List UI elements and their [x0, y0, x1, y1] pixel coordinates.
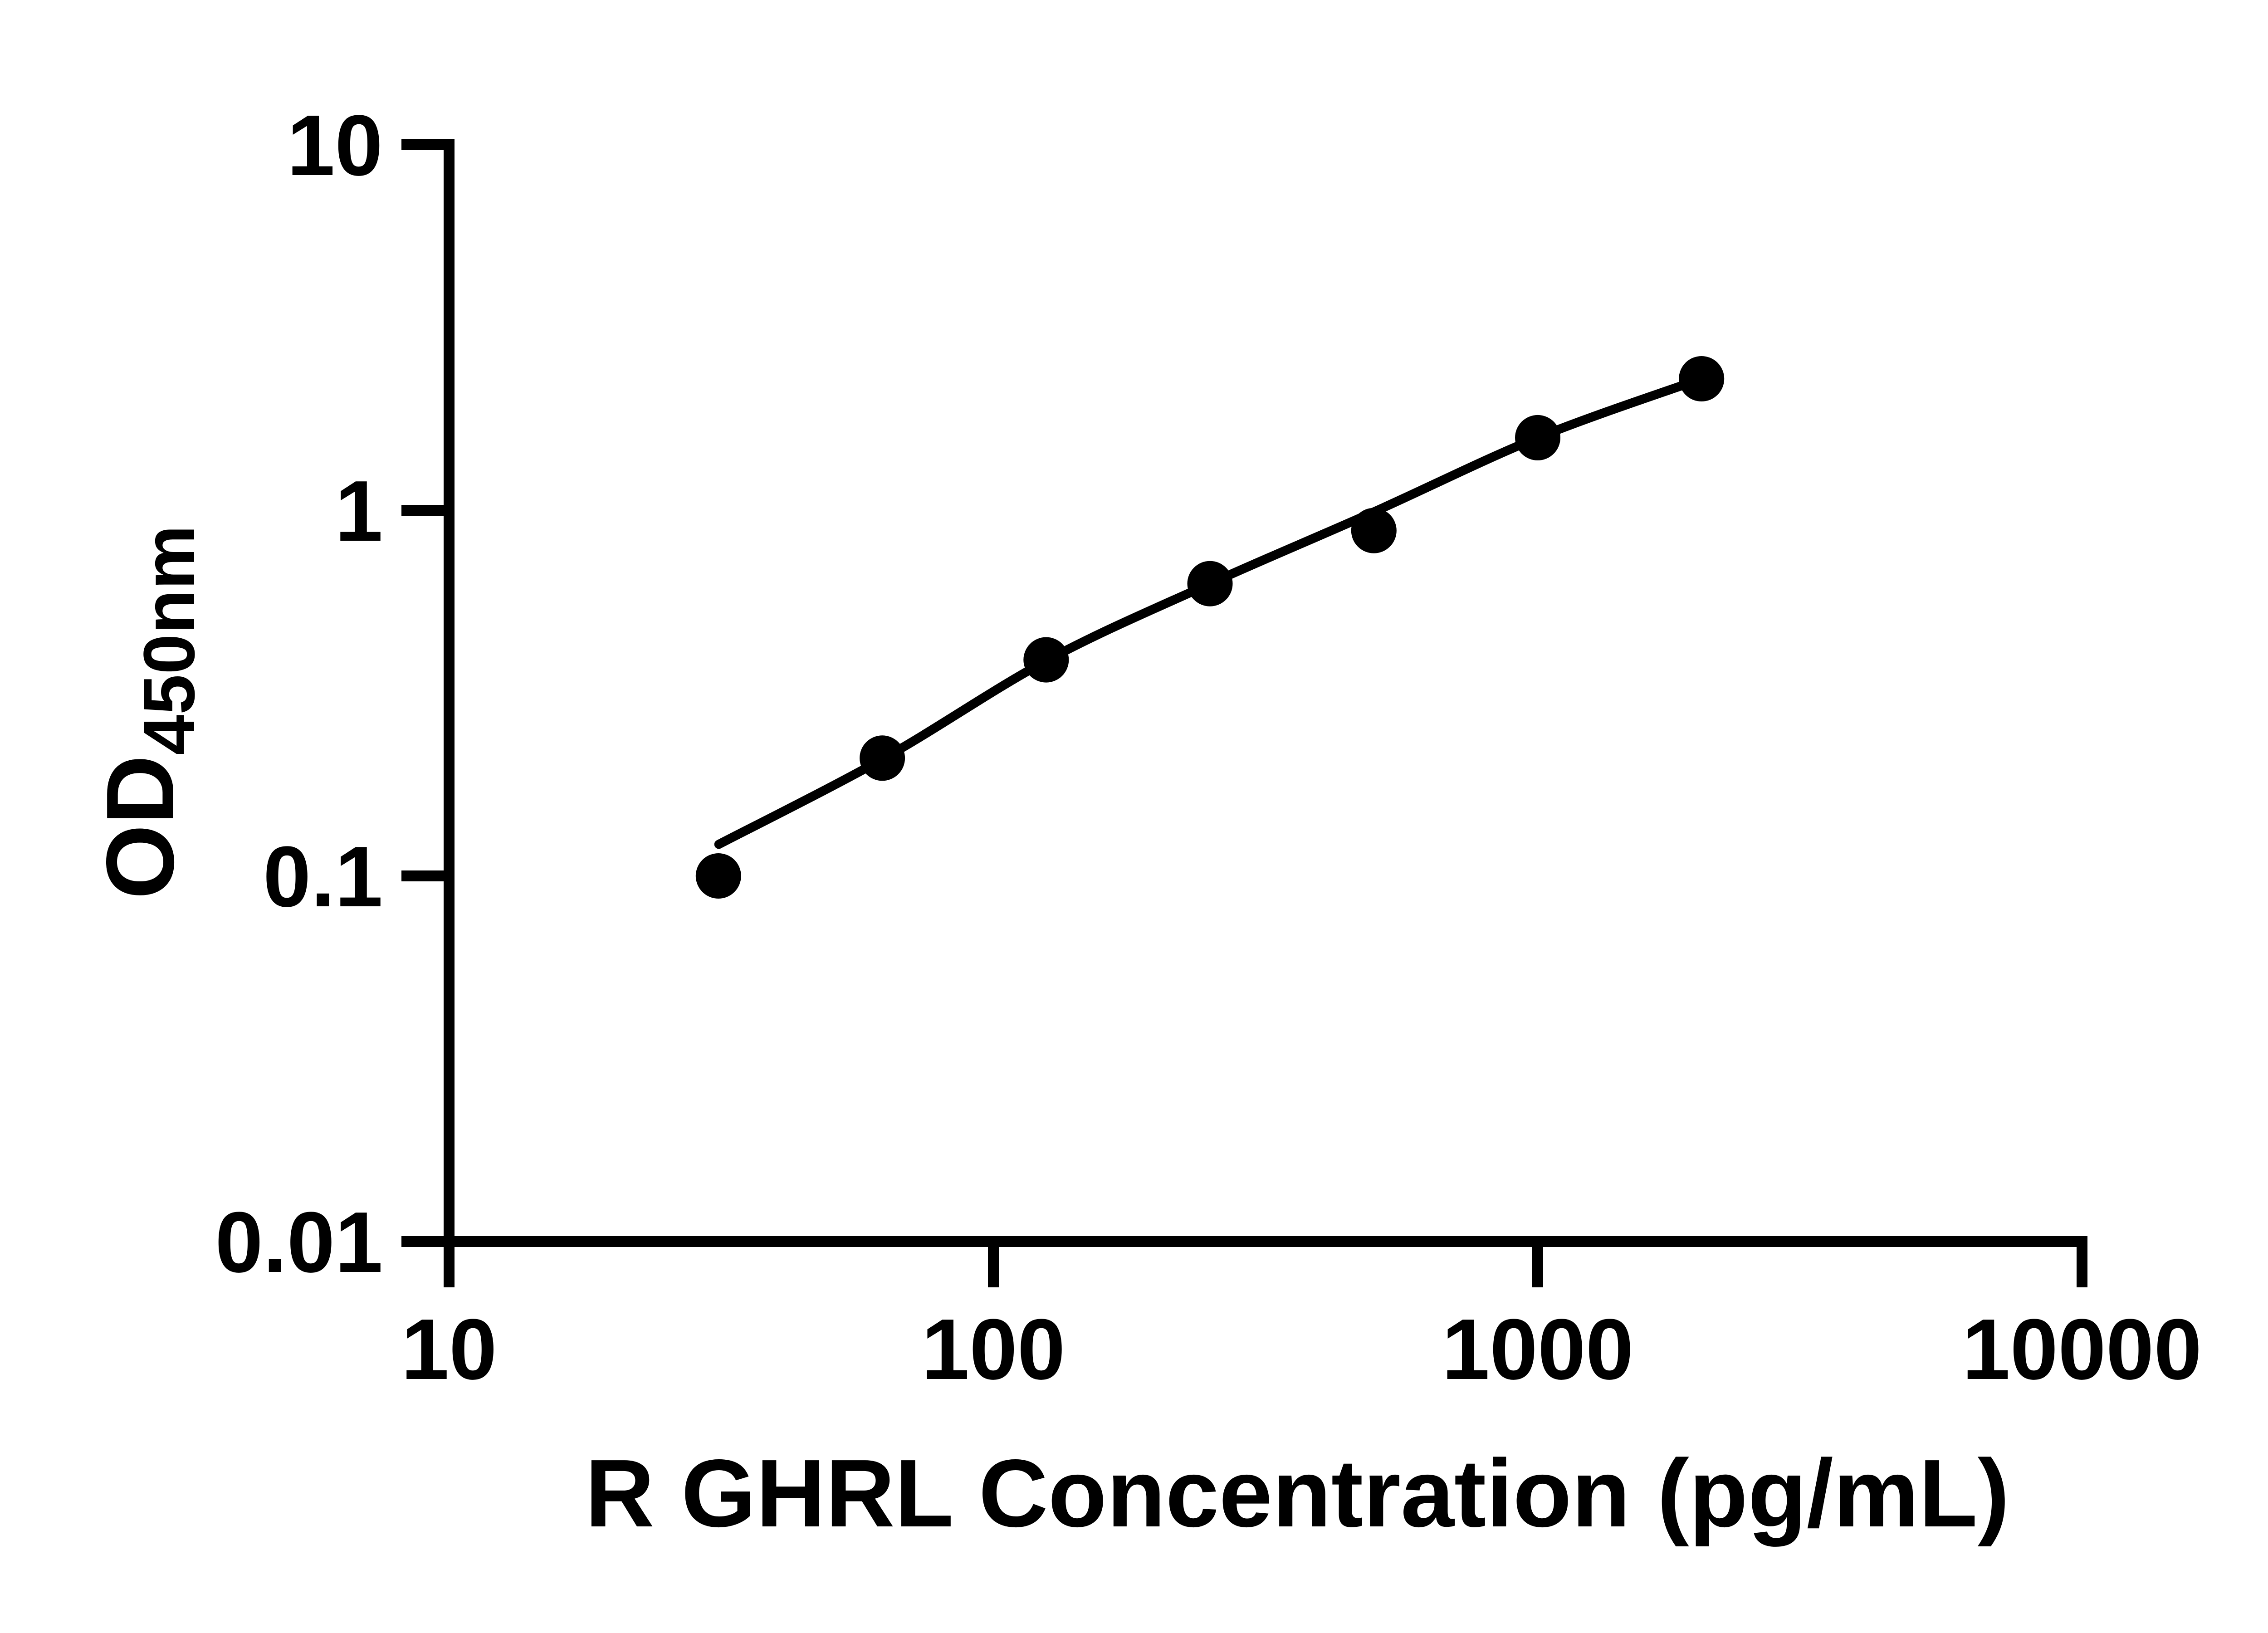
y-tick-label: 1 [335, 463, 383, 559]
data-points-group [695, 356, 1725, 899]
y-tick-label: 0.01 [215, 1194, 383, 1291]
data-point-marker [1351, 508, 1397, 553]
x-axis-title: R GHRL Concentration (pg/mL) [585, 1439, 2010, 1547]
data-point-marker [860, 735, 905, 781]
y-tick-label: 0.1 [263, 829, 383, 925]
data-point-marker [695, 853, 741, 899]
y-axis-ticks: 10 1 0.1 0.01 [215, 98, 444, 1291]
data-point-marker [1187, 561, 1233, 606]
y-axis-title-subscript: 450nm [128, 525, 210, 755]
x-axis-ticks: 10 100 1000 10000 [401, 1242, 2202, 1398]
data-point-marker [1023, 637, 1069, 683]
y-axis-title-main: OD [86, 755, 194, 899]
y-tick-label: 10 [287, 98, 383, 194]
x-tick-label: 100 [921, 1301, 1065, 1398]
data-point-marker [1515, 415, 1560, 460]
data-point-marker [1679, 356, 1725, 401]
x-tick-label: 10 [401, 1301, 497, 1398]
x-tick-label: 10000 [1962, 1301, 2202, 1398]
y-axis-title: OD450nm [86, 525, 210, 900]
x-tick-label: 1000 [1442, 1301, 1634, 1398]
